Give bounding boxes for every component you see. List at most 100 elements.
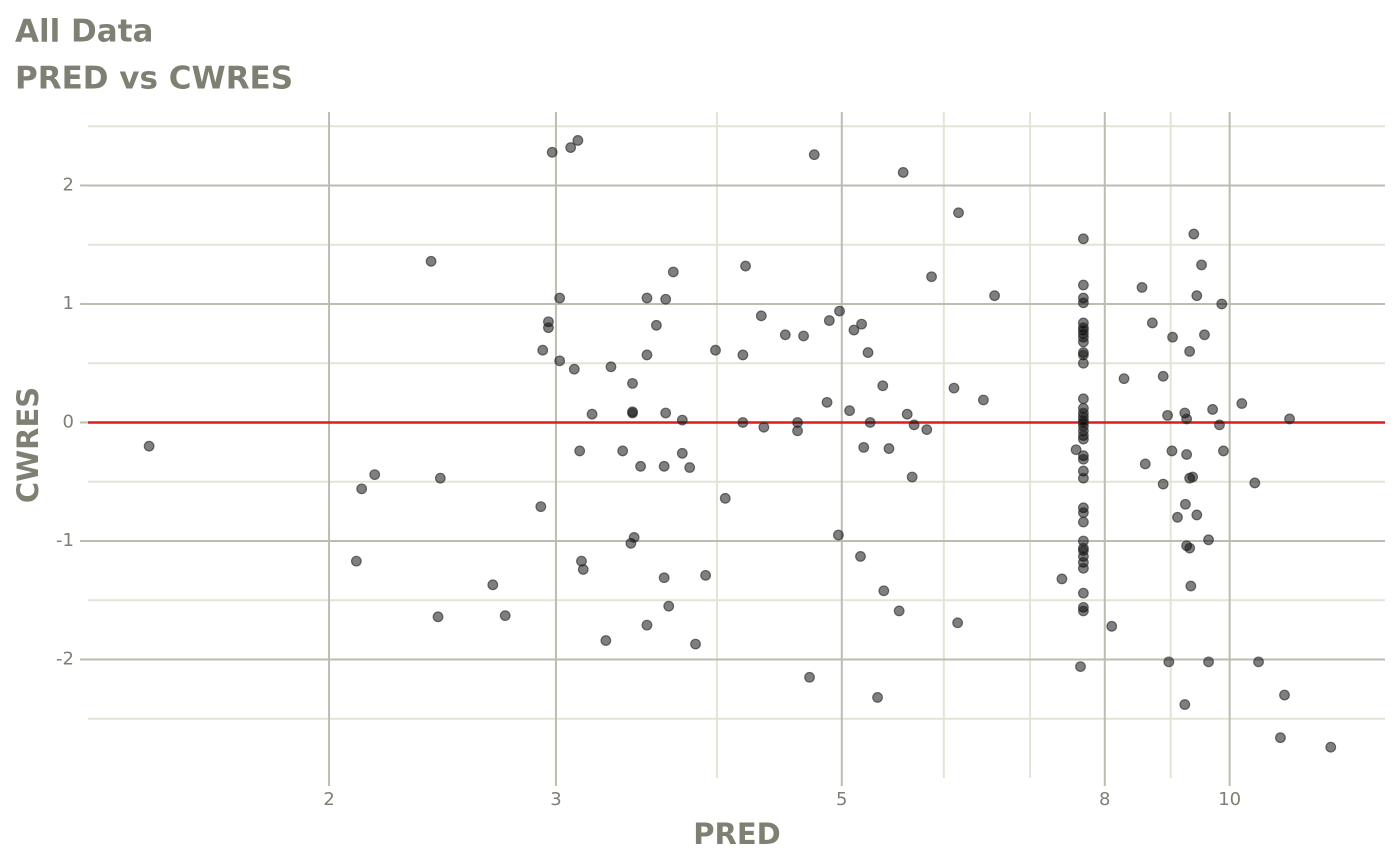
point [565,142,577,153]
point [577,564,589,575]
point [755,310,767,322]
point [535,501,547,513]
point [878,585,890,597]
point [487,579,499,591]
point [834,305,845,317]
point [554,292,566,304]
point [499,610,511,622]
point [1077,233,1089,245]
point [658,460,670,472]
y-tick-label: 2 [63,174,74,195]
point [641,349,653,361]
point [658,572,670,584]
point [1172,511,1183,523]
point [833,529,844,541]
point [1249,477,1261,489]
point [684,462,696,473]
point [635,460,646,472]
point [700,569,712,581]
point [1077,453,1089,465]
point [1253,656,1264,668]
point [897,167,909,178]
point [1077,516,1089,528]
point [719,492,731,504]
point [369,469,381,481]
point [676,447,688,459]
point [1136,281,1148,293]
y-tick-label: -1 [56,530,74,551]
x-axis-label: PRED [693,817,780,851]
y-tick-label: 0 [63,411,74,432]
point [1163,656,1175,668]
point [872,692,883,703]
point [848,324,860,336]
point [434,472,446,484]
point [758,421,770,433]
point [1077,297,1089,309]
point [1077,507,1089,518]
point [667,266,679,278]
point [605,361,617,373]
point [926,271,937,283]
point [1077,562,1089,574]
point [546,146,558,158]
point [1184,542,1196,554]
point [1070,444,1082,456]
point [855,550,866,562]
point [953,207,964,219]
point [864,417,876,428]
point [1077,605,1089,617]
point [356,483,368,495]
point [1077,393,1089,405]
y-axis-label: CWRES [11,387,45,503]
point [641,619,653,631]
point [1275,732,1286,744]
point [877,380,889,392]
x-tick-label: 8 [1099,789,1110,810]
x-tick-label: 10 [1218,789,1241,810]
point [1077,357,1089,369]
point [862,347,874,358]
point [1180,498,1191,510]
point [978,394,989,406]
point [1207,404,1219,415]
point [1139,458,1151,470]
point [1056,573,1068,585]
point [906,471,918,483]
point [543,322,554,334]
point [350,555,362,567]
point [798,330,809,342]
point [804,671,815,683]
point [1157,370,1169,382]
point [1184,345,1196,357]
point [574,445,586,457]
point [1075,661,1086,673]
point [568,363,580,375]
point [660,407,672,419]
point [1077,587,1089,599]
point [554,355,566,367]
point [1118,373,1130,385]
point [1187,471,1199,483]
point [663,600,675,612]
point [537,344,549,356]
point [617,445,629,457]
point [1188,228,1200,240]
x-tick-label: 5 [836,789,847,810]
point [856,318,867,330]
point [425,255,437,267]
point [1325,741,1337,753]
point [676,414,688,426]
point [821,396,833,408]
point [1284,413,1295,425]
point [737,417,749,428]
point [1146,317,1158,329]
point [908,419,920,431]
point [1203,656,1214,668]
point [989,290,1000,302]
point [1106,620,1118,632]
point [1162,409,1173,421]
point [948,382,960,394]
point [737,349,749,361]
point [921,424,933,435]
